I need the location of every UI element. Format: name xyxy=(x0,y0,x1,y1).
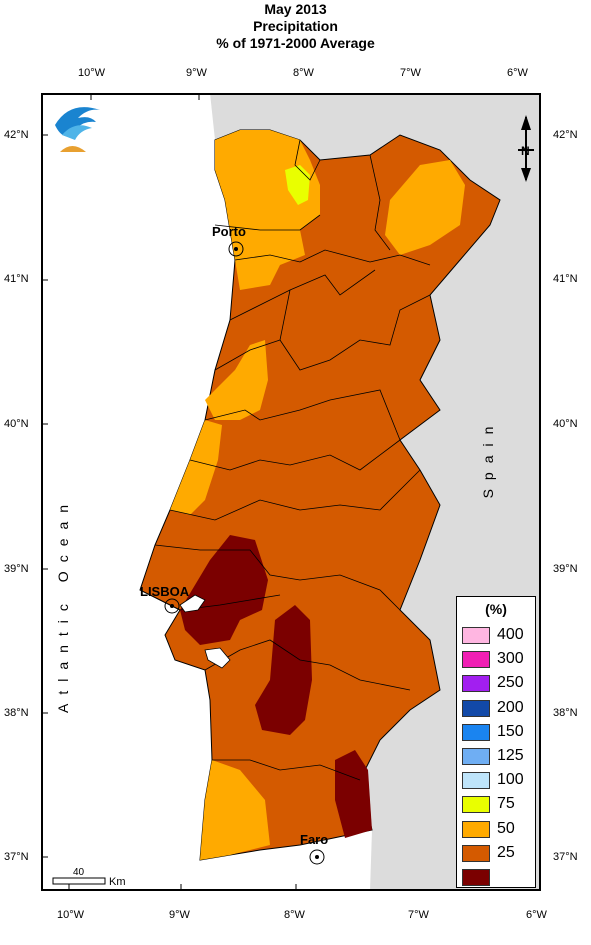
legend-entry: 75 xyxy=(462,793,532,815)
legend-entry: 150 xyxy=(462,721,532,743)
scale-bar-unit: Km xyxy=(109,876,126,888)
lon-tick-top-10w: 10°W xyxy=(78,67,106,79)
legend-entry: 125 xyxy=(462,745,532,767)
zone-50-west-coast xyxy=(170,420,222,515)
legend-entry: 250 xyxy=(462,672,532,694)
legend-entry: 300 xyxy=(462,648,532,670)
legend-swatch xyxy=(462,869,490,886)
lat-tick-right-41n: 41°N xyxy=(553,273,578,285)
legend-swatch xyxy=(462,748,490,765)
legend-title: (%) xyxy=(485,601,507,617)
lat-tick-left-40n: 40°N xyxy=(4,418,29,430)
north-arrow-label: N xyxy=(521,144,530,158)
label-lisboa: LISBOA xyxy=(140,584,190,599)
lon-tick-top-8w: 8°W xyxy=(293,67,314,79)
legend-label: 75 xyxy=(497,795,515,813)
portugal-land xyxy=(139,129,501,861)
legend-label: 200 xyxy=(497,698,524,716)
lon-tick-bottom-6w: 6°W xyxy=(526,909,547,921)
legend-swatch xyxy=(462,675,490,693)
lat-tick-left-39n: 39°N xyxy=(4,563,29,575)
tagus-estuary xyxy=(179,594,206,613)
label-atlantic-ocean: Atlantic Ocean xyxy=(55,495,71,713)
legend-swatch xyxy=(462,844,490,862)
lat-tick-right-42n: 42°N xyxy=(553,129,578,141)
legend-label: 250 xyxy=(497,674,524,692)
legend-label: 400 xyxy=(497,626,524,643)
title-line-3: % of 1971-2000 Average xyxy=(216,35,375,51)
zone-50-northeast xyxy=(385,160,465,255)
legend-entry xyxy=(462,866,532,888)
zone-lt25-algarve xyxy=(335,750,372,838)
legend-entry: 50 xyxy=(462,818,532,840)
lat-tick-left-37n: 37°N xyxy=(4,851,29,863)
lat-tick-right-39n: 39°N xyxy=(553,563,578,575)
legend-entry: 25 xyxy=(462,842,532,864)
label-porto: Porto xyxy=(212,224,246,239)
legend-label: 125 xyxy=(497,747,524,764)
legend-label: 300 xyxy=(497,650,524,668)
legend-label: 25 xyxy=(497,843,515,861)
legend-label: 50 xyxy=(497,819,515,837)
legend-swatch xyxy=(462,699,490,717)
lat-tick-right-37n: 37°N xyxy=(553,851,578,863)
zone-75-minho xyxy=(285,165,310,205)
zone-lt25-alentejo xyxy=(255,605,312,735)
north-arrow-icon: N xyxy=(518,115,534,182)
lon-tick-top-9w: 9°W xyxy=(186,67,207,79)
zone-lt25-lisbon xyxy=(180,535,268,645)
lat-tick-left-41n: 41°N xyxy=(4,273,29,285)
city-lisboa xyxy=(164,598,180,614)
scale-bar-value: 40 xyxy=(73,867,85,878)
legend-swatch xyxy=(462,796,490,814)
lon-tick-top-6w: 6°W xyxy=(507,67,528,79)
label-faro: Faro xyxy=(300,832,328,847)
legend-entry: 400 xyxy=(462,624,532,646)
legend-swatch xyxy=(462,651,490,669)
title-line-2: Precipitation xyxy=(253,18,338,34)
lon-tick-bottom-7w: 7°W xyxy=(408,909,429,921)
ipma-logo-icon xyxy=(55,107,100,152)
city-faro xyxy=(309,849,325,865)
title-line-1: May 2013 xyxy=(264,1,327,17)
label-spain: Spain xyxy=(480,417,496,499)
map-frame: Porto LISBOA Faro N 40 Km Atlantic Ocean… xyxy=(41,93,541,891)
legend-swatch xyxy=(462,723,490,741)
lat-tick-right-38n: 38°N xyxy=(553,707,578,719)
lat-tick-left-38n: 38°N xyxy=(4,707,29,719)
legend-label: 150 xyxy=(497,722,524,740)
map-title: May 2013 Precipitation % of 1971-2000 Av… xyxy=(0,1,591,52)
lon-tick-bottom-10w: 10°W xyxy=(57,909,85,921)
lat-tick-right-40n: 40°N xyxy=(553,418,578,430)
legend-swatch xyxy=(462,820,490,838)
city-porto xyxy=(228,241,244,257)
legend-swatch xyxy=(462,772,490,790)
scale-bar: 40 Km xyxy=(52,867,126,888)
sado-estuary xyxy=(204,647,231,669)
legend-entry: 100 xyxy=(462,769,532,791)
lon-tick-top-7w: 7°W xyxy=(400,67,421,79)
legend-label: 100 xyxy=(497,771,524,789)
legend: (%) 400 300 250 200 150 125 100 75 50 25 xyxy=(456,596,536,888)
lat-tick-left-42n: 42°N xyxy=(4,129,29,141)
legend-entry: 200 xyxy=(462,697,532,719)
zone-50-coast-centre xyxy=(205,340,268,420)
district-boundaries xyxy=(154,139,431,781)
zone-50-southwest xyxy=(200,760,270,860)
legend-swatch xyxy=(462,627,490,644)
lon-tick-bottom-8w: 8°W xyxy=(284,909,305,921)
lon-tick-bottom-9w: 9°W xyxy=(169,909,190,921)
